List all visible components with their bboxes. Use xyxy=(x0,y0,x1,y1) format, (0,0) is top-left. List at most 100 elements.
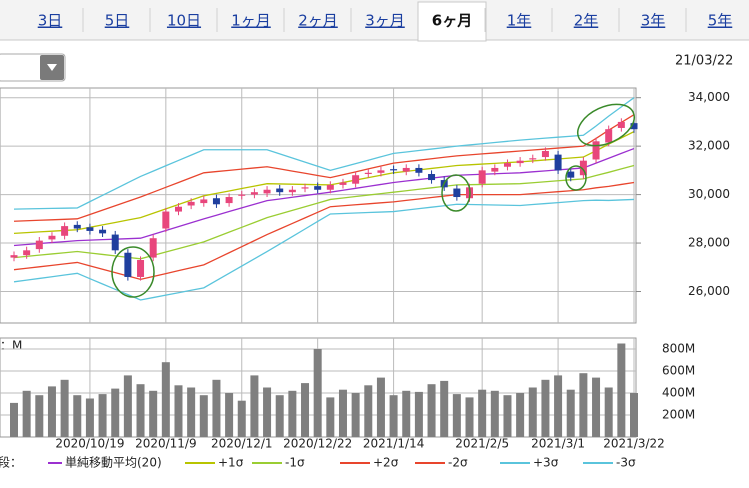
x-tick-label: 2020/12/1 xyxy=(211,437,273,451)
legend-prefix: 段： xyxy=(0,455,22,470)
volume-bar xyxy=(85,398,94,437)
candle-body xyxy=(250,192,258,195)
candle-body xyxy=(314,186,322,190)
candle-body xyxy=(364,172,372,175)
volume-bar xyxy=(187,387,196,437)
x-tick-label: 2021/3/1 xyxy=(531,437,585,451)
tab[interactable]: 2年 xyxy=(574,12,599,30)
candle-body xyxy=(137,260,145,277)
candle-body xyxy=(23,250,31,256)
annotations xyxy=(111,103,635,298)
x-tick-label: 2021/1/14 xyxy=(363,437,425,451)
candle-body xyxy=(605,129,613,143)
tab[interactable]: 3ヶ月 xyxy=(365,12,405,30)
band-line xyxy=(13,131,635,235)
volume-bar xyxy=(237,400,246,437)
tab[interactable]: 1ヶ月 xyxy=(231,12,271,30)
volume-bar xyxy=(528,387,537,437)
volume-bar xyxy=(149,390,158,437)
volume-bar xyxy=(212,379,221,437)
y-tick-label: 26,000 xyxy=(688,284,730,298)
y-tick-label: 800M xyxy=(662,342,695,356)
tab[interactable]: 3年 xyxy=(641,12,666,30)
volume-bar xyxy=(250,375,259,437)
volume-bar xyxy=(516,393,525,437)
candle-body xyxy=(352,175,360,184)
volume-bar xyxy=(326,397,335,437)
hand-circle xyxy=(111,246,155,298)
candle-body xyxy=(541,150,549,158)
tab[interactable]: 5日 xyxy=(105,12,130,30)
candle-body xyxy=(276,188,284,193)
x-tick-label: 2020/12/22 xyxy=(283,437,352,451)
x-tick-label: 2020/10/19 xyxy=(55,437,124,451)
candle-body xyxy=(48,235,56,240)
volume-bar xyxy=(161,362,170,437)
hand-circle xyxy=(441,174,471,212)
volume-bar xyxy=(313,349,322,437)
volume-bar xyxy=(364,385,373,437)
legend-label: +1σ xyxy=(218,456,244,470)
y-tick-label: 200M xyxy=(662,408,695,422)
tab[interactable]: 5年 xyxy=(708,12,733,30)
volume-bar xyxy=(123,375,132,437)
volume-bar xyxy=(617,343,626,437)
candle-body xyxy=(162,211,170,229)
x-tick-label: 2021/2/5 xyxy=(455,437,509,451)
candle-body xyxy=(592,141,600,160)
volume-bar xyxy=(566,389,575,437)
tab[interactable]: 2ヶ月 xyxy=(298,12,338,30)
candle-body xyxy=(453,188,461,198)
volume-bar xyxy=(541,379,550,437)
marks: 3日 5日 10日 1ヶ月 2ヶ月 3ヶ月 6ヶ月 1年 2年 3年 5年 26,000 28,000 3… xyxy=(0,1,733,470)
band-line xyxy=(13,114,635,222)
volume-bar xyxy=(60,379,69,437)
candle-body xyxy=(326,184,334,190)
volume-bar xyxy=(263,387,272,437)
legend-label: 単純移動平均(20) xyxy=(65,456,162,470)
candle-body xyxy=(212,198,220,205)
tab[interactable]: 1年 xyxy=(507,12,532,30)
candle-body xyxy=(73,224,81,229)
volume-bar xyxy=(136,384,145,437)
y-tick-label: 30,000 xyxy=(688,187,730,201)
x-tick-label: 2020/11/9 xyxy=(135,437,197,451)
volume-bar xyxy=(490,390,499,437)
candle-body xyxy=(377,170,385,173)
volume-bar xyxy=(452,394,461,437)
volume-bar xyxy=(10,402,18,437)
candle-body xyxy=(301,187,309,189)
volume-bar xyxy=(579,373,588,437)
volume-bar xyxy=(22,390,31,437)
candle-body xyxy=(390,169,398,171)
volume-bar xyxy=(440,380,449,437)
tab[interactable]: 6ヶ月 xyxy=(432,12,472,30)
volume-bar xyxy=(592,377,601,437)
candle-body xyxy=(554,154,562,171)
volume-bar xyxy=(604,387,613,437)
candle-body xyxy=(111,234,119,251)
band-line xyxy=(13,97,635,210)
legend-label: -3σ xyxy=(616,456,636,470)
candle-body xyxy=(149,238,157,258)
candle-body xyxy=(402,167,410,172)
volume-bar xyxy=(275,395,284,437)
volume-bar xyxy=(427,384,436,437)
candle-body xyxy=(579,160,587,176)
volume-bar xyxy=(199,395,208,437)
volume-bar xyxy=(35,395,44,437)
volume-bar xyxy=(465,397,474,437)
volume-bar xyxy=(351,393,360,437)
candle-body xyxy=(10,255,18,258)
y-tick-label: 28,000 xyxy=(688,236,730,250)
volume-bar xyxy=(478,389,487,437)
volume-bar xyxy=(225,393,234,437)
tab[interactable]: 10日 xyxy=(167,12,201,30)
tab[interactable]: 3日 xyxy=(38,12,63,30)
volume-bar xyxy=(288,390,297,437)
band-line xyxy=(13,181,635,281)
volume-bar xyxy=(414,391,423,437)
candle-body xyxy=(263,189,271,194)
candle-body xyxy=(630,123,638,130)
